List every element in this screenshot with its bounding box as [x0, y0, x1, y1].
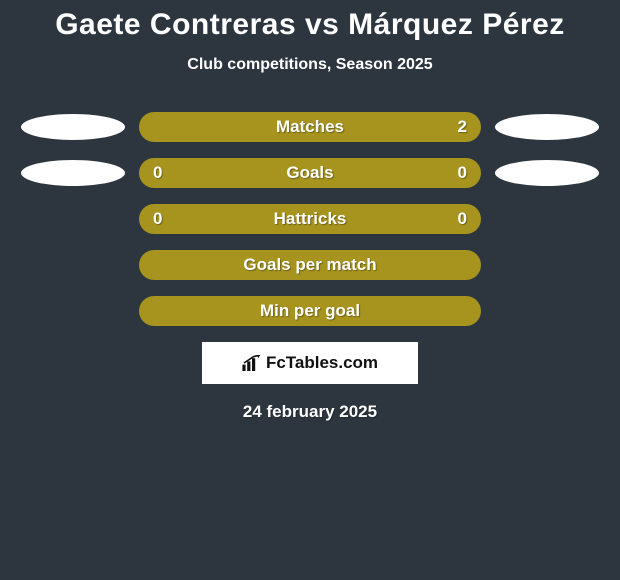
stat-right-value: 0	[458, 163, 467, 183]
stat-row: Goals per match	[0, 250, 620, 280]
comparison-card: Gaete Contreras vs Márquez Pérez Club co…	[0, 0, 620, 422]
card-date: 24 february 2025	[243, 402, 377, 422]
stat-bar: Min per goal	[139, 296, 481, 326]
stat-label: Matches	[276, 117, 344, 137]
stat-label: Goals	[286, 163, 333, 183]
left-team-ellipse	[21, 114, 125, 140]
stat-rows: Matches 2 0 Goals 0 0 Hattricks 0 Goals per matc…	[0, 112, 620, 326]
stat-right-value: 0	[458, 209, 467, 229]
card-title: Gaete Contreras vs Márquez Pérez	[55, 8, 565, 42]
stat-row: 0 Hattricks 0	[0, 204, 620, 234]
stat-bar: Goals per match	[139, 250, 481, 280]
stat-bar: Matches 2	[139, 112, 481, 142]
stat-right-value: 2	[458, 117, 467, 137]
stat-left-value: 0	[153, 209, 162, 229]
stat-label: Min per goal	[260, 301, 360, 321]
stat-row: Matches 2	[0, 112, 620, 142]
stat-bar: 0 Goals 0	[139, 158, 481, 188]
right-team-ellipse	[495, 114, 599, 140]
stat-left-value: 0	[153, 163, 162, 183]
stat-row: 0 Goals 0	[0, 158, 620, 188]
stat-row: Min per goal	[0, 296, 620, 326]
chart-icon	[242, 355, 262, 371]
logo-box[interactable]: FcTables.com	[202, 342, 418, 384]
left-team-ellipse	[21, 160, 125, 186]
logo-text: FcTables.com	[266, 353, 378, 373]
right-team-ellipse	[495, 160, 599, 186]
stat-label: Hattricks	[274, 209, 347, 229]
card-subtitle: Club competitions, Season 2025	[187, 56, 432, 74]
stat-label: Goals per match	[243, 255, 376, 275]
stat-bar: 0 Hattricks 0	[139, 204, 481, 234]
